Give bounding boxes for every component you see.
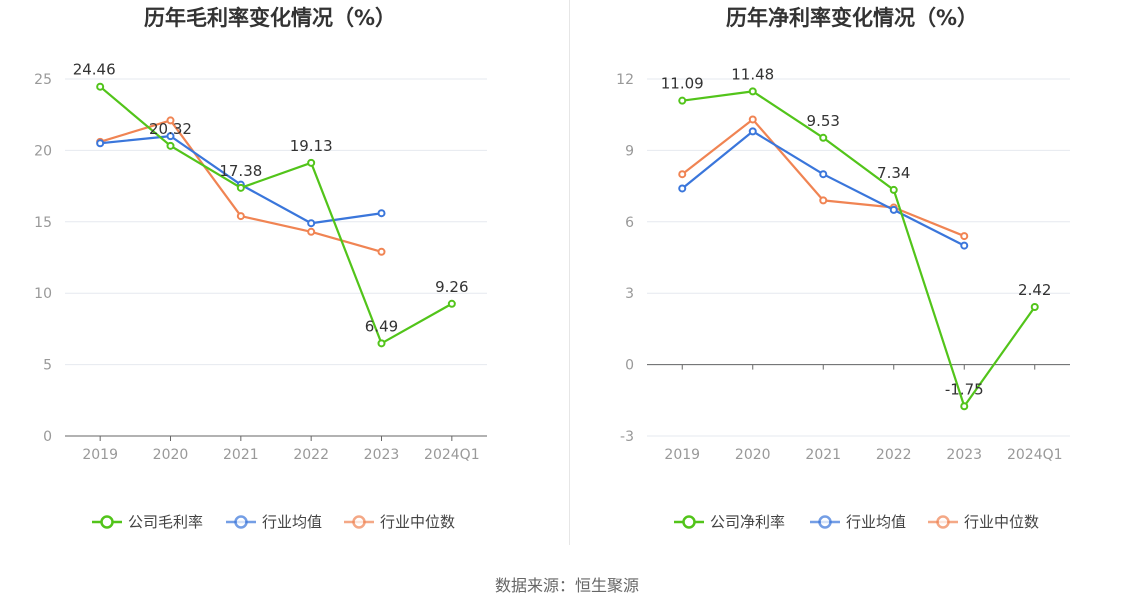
x-tick-label: 2021 bbox=[223, 447, 259, 463]
data-label: 6.49 bbox=[365, 317, 398, 335]
data-label: 17.38 bbox=[219, 162, 262, 180]
data-point bbox=[307, 158, 316, 167]
data-label: 20.32 bbox=[149, 120, 192, 138]
legend-marker-icon bbox=[818, 515, 832, 529]
legend-industry-median: 行业中位数 bbox=[928, 513, 1039, 531]
data-point bbox=[307, 227, 316, 236]
data-point bbox=[678, 170, 687, 179]
x-tick-label: 2024Q1 bbox=[1007, 447, 1063, 463]
y-tick-label: 15 bbox=[34, 215, 52, 231]
data-point bbox=[96, 82, 105, 91]
x-tick-label: 2019 bbox=[82, 447, 118, 463]
data-point bbox=[748, 87, 757, 96]
legend-label: 行业均值 bbox=[846, 513, 906, 531]
gross-margin-chart: 历年毛利率变化情况（%） 0 5 10 15 20 25 2019 2020 2021 2022 20… bbox=[34, 6, 487, 531]
y-tick-label: 0 bbox=[625, 358, 634, 374]
data-point bbox=[819, 170, 828, 179]
data-point bbox=[447, 299, 456, 308]
legend-company-net: 公司净利率 bbox=[674, 513, 785, 531]
y-tick-label: 0 bbox=[43, 429, 52, 445]
net-margin-chart: 历年净利率变化情况（%） -3 0 3 6 9 12 2019 2020 2021 2022 2023… bbox=[616, 6, 1070, 531]
data-label: 7.34 bbox=[877, 164, 910, 182]
legend-industry-avg: 行业均值 bbox=[226, 513, 322, 531]
data-label: 24.46 bbox=[73, 61, 116, 79]
data-point bbox=[819, 133, 828, 142]
legend-marker-icon bbox=[936, 515, 950, 529]
x-tick-label: 2023 bbox=[946, 447, 982, 463]
legend-industry-avg: 行业均值 bbox=[810, 513, 906, 531]
data-point bbox=[307, 219, 316, 228]
data-point bbox=[1030, 303, 1039, 312]
x-tick-label: 2021 bbox=[805, 447, 841, 463]
y-tick-label: -3 bbox=[620, 429, 634, 445]
series-line-0 bbox=[99, 85, 453, 345]
data-label: 2.42 bbox=[1018, 281, 1051, 299]
legend-label: 行业中位数 bbox=[380, 513, 455, 531]
data-point bbox=[166, 116, 175, 125]
data-source-footer: 数据来源：恒生聚源 bbox=[494, 576, 639, 595]
x-tick-label: 2020 bbox=[735, 447, 771, 463]
legend-label: 行业均值 bbox=[262, 513, 322, 531]
data-point bbox=[748, 115, 757, 124]
legend-industry-median: 行业中位数 bbox=[344, 513, 455, 531]
data-point bbox=[678, 184, 687, 193]
x-tick-label: 2023 bbox=[364, 447, 400, 463]
data-point bbox=[889, 185, 898, 194]
y-tick-label: 9 bbox=[625, 143, 634, 159]
x-tick-label: 2020 bbox=[153, 447, 189, 463]
data-point bbox=[960, 402, 969, 411]
legend-marker-icon bbox=[352, 515, 366, 529]
data-label: 9.26 bbox=[435, 278, 468, 296]
legend-label: 公司毛利率 bbox=[128, 513, 203, 531]
y-tick-label: 12 bbox=[616, 72, 634, 88]
legend-label: 公司净利率 bbox=[710, 513, 785, 531]
y-tick-label: 3 bbox=[625, 286, 634, 302]
data-label: -1.75 bbox=[945, 380, 984, 398]
data-point bbox=[236, 183, 245, 192]
data-point bbox=[377, 339, 386, 348]
chart-divider bbox=[569, 0, 570, 545]
y-tick-label: 20 bbox=[34, 143, 52, 159]
chart-title: 历年净利率变化情况（%） bbox=[726, 6, 978, 30]
legend-label: 行业中位数 bbox=[964, 513, 1039, 531]
data-point bbox=[377, 209, 386, 218]
data-point bbox=[166, 132, 175, 141]
series-line-1 bbox=[681, 130, 965, 247]
series-line-0 bbox=[682, 90, 1036, 408]
y-tick-label: 10 bbox=[34, 286, 52, 302]
y-tick-label: 25 bbox=[34, 72, 52, 88]
x-tick-label: 2024Q1 bbox=[424, 447, 480, 463]
data-point bbox=[889, 205, 898, 214]
chart-title: 历年毛利率变化情况（%） bbox=[144, 6, 396, 30]
y-tick-label: 5 bbox=[43, 358, 52, 374]
legend-company-gross: 公司毛利率 bbox=[92, 513, 203, 531]
x-tick-label: 2019 bbox=[664, 447, 700, 463]
legend-marker-icon bbox=[682, 515, 696, 529]
data-point bbox=[819, 196, 828, 205]
data-point bbox=[748, 127, 757, 136]
data-point bbox=[236, 212, 245, 221]
data-label: 11.48 bbox=[731, 65, 774, 83]
data-label: 9.53 bbox=[807, 112, 840, 130]
legend-marker-icon bbox=[234, 515, 248, 529]
data-point bbox=[377, 247, 386, 256]
data-label: 19.13 bbox=[290, 137, 333, 155]
data-point bbox=[678, 96, 687, 105]
x-tick-label: 2022 bbox=[293, 447, 329, 463]
y-tick-label: 6 bbox=[625, 215, 634, 231]
data-point bbox=[960, 241, 969, 250]
data-point bbox=[960, 232, 969, 241]
data-label: 11.09 bbox=[661, 75, 704, 93]
x-tick-label: 2022 bbox=[876, 447, 912, 463]
legend-marker-icon bbox=[100, 515, 114, 529]
data-point bbox=[166, 141, 175, 150]
data-point bbox=[96, 139, 105, 148]
